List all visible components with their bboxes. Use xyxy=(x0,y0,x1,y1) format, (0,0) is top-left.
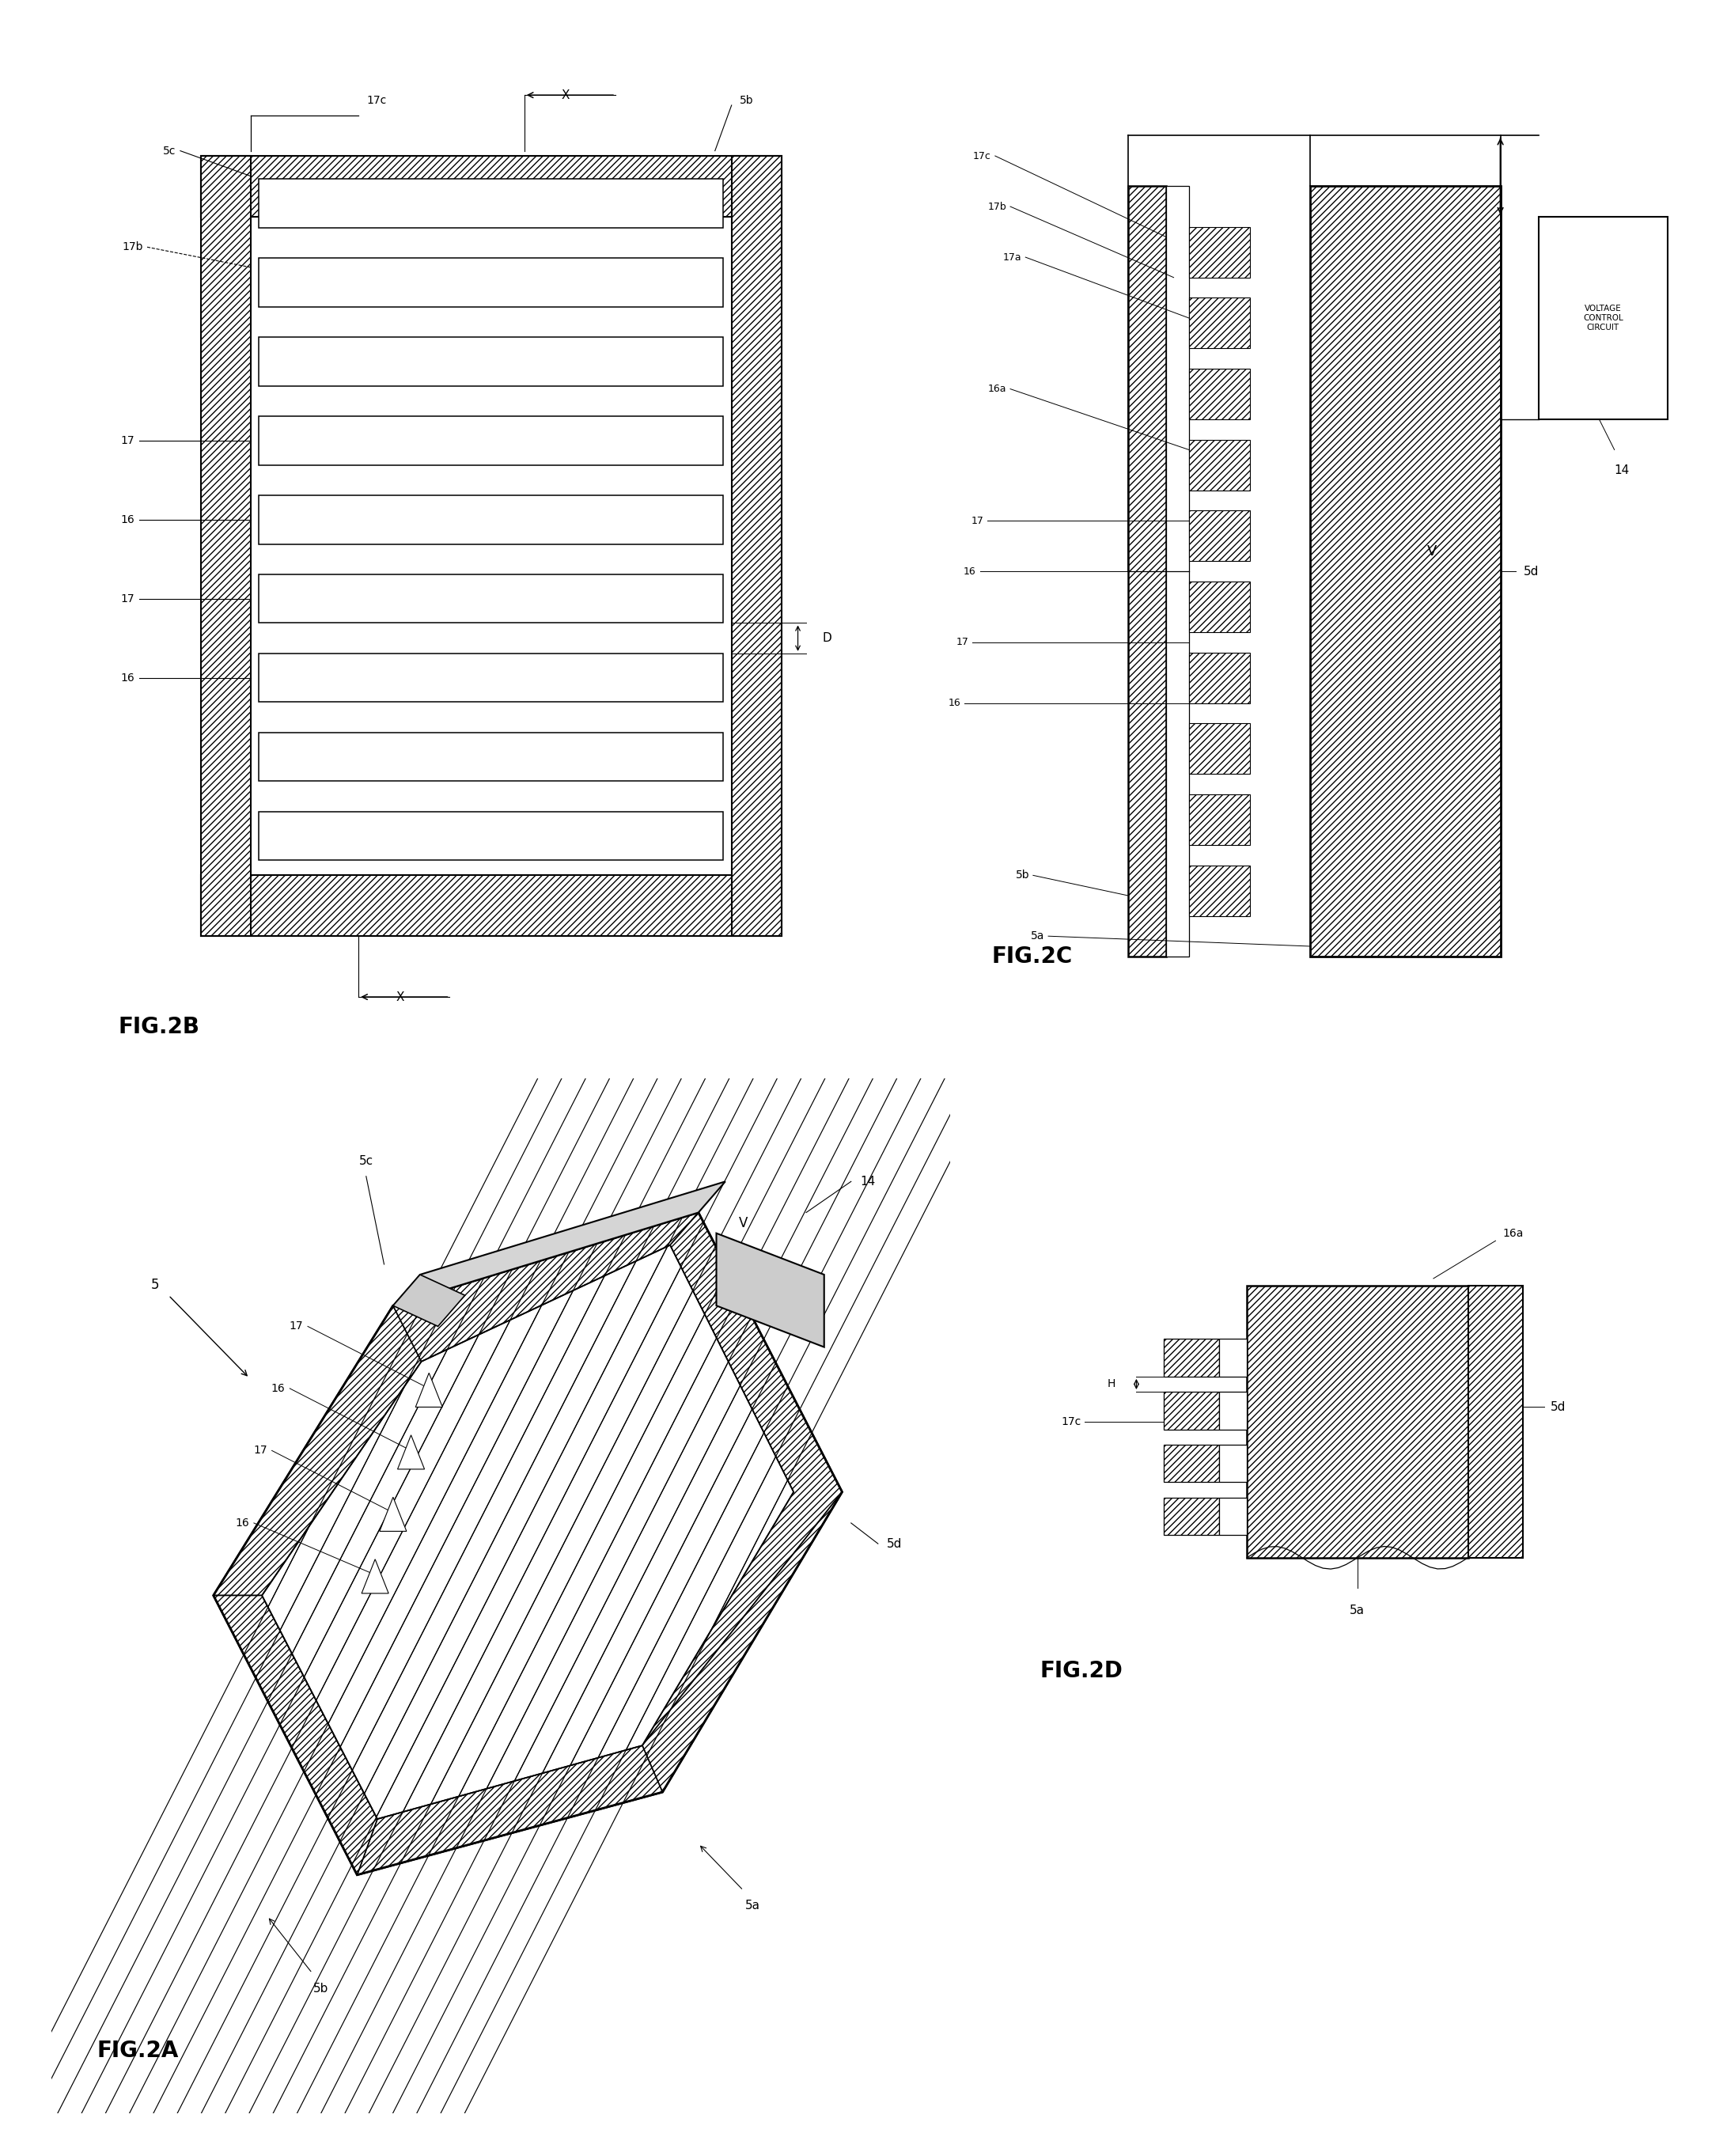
Polygon shape xyxy=(394,1181,725,1307)
Text: H: H xyxy=(1107,1378,1116,1391)
Text: 5b: 5b xyxy=(739,95,753,106)
Bar xyxy=(1188,724,1250,774)
Bar xyxy=(259,653,724,703)
Bar xyxy=(259,336,724,386)
Text: FIG.2B: FIG.2B xyxy=(117,1015,200,1039)
Bar xyxy=(200,155,250,936)
Text: FIG.2D: FIG.2D xyxy=(1040,1660,1123,1682)
Bar xyxy=(1219,1393,1247,1429)
Bar xyxy=(200,155,781,218)
Bar xyxy=(1164,1496,1219,1535)
Polygon shape xyxy=(214,1212,843,1876)
Bar xyxy=(200,875,781,936)
Bar xyxy=(1188,298,1250,349)
Bar xyxy=(732,155,781,936)
Text: X: X xyxy=(561,88,570,101)
Bar xyxy=(1219,1496,1247,1535)
Text: 17: 17 xyxy=(971,515,984,526)
Polygon shape xyxy=(642,1492,843,1792)
Bar xyxy=(1311,185,1501,957)
Bar xyxy=(1188,226,1250,278)
Text: FIG.2A: FIG.2A xyxy=(97,2040,178,2061)
Bar xyxy=(259,179,724,229)
Polygon shape xyxy=(416,1373,442,1408)
Bar xyxy=(1188,865,1250,916)
Polygon shape xyxy=(214,1595,378,1876)
Bar xyxy=(1188,369,1250,418)
Bar xyxy=(1539,216,1668,418)
Text: 5a: 5a xyxy=(1031,931,1045,942)
Bar xyxy=(1247,1285,1468,1557)
Text: 14: 14 xyxy=(1615,464,1630,476)
Polygon shape xyxy=(717,1233,824,1348)
Bar xyxy=(1166,185,1188,957)
Text: 5d: 5d xyxy=(888,1537,901,1550)
Bar xyxy=(1188,582,1250,632)
Text: 5d: 5d xyxy=(1551,1401,1566,1412)
Text: V: V xyxy=(1427,543,1437,558)
Text: 17c: 17c xyxy=(1060,1416,1081,1427)
Text: 17c: 17c xyxy=(366,95,387,106)
Bar xyxy=(259,733,724,780)
Polygon shape xyxy=(394,1212,698,1363)
Text: 17: 17 xyxy=(121,593,135,604)
Text: 17: 17 xyxy=(290,1322,304,1332)
Polygon shape xyxy=(397,1436,425,1468)
Text: 5b: 5b xyxy=(1015,869,1029,882)
Text: 5a: 5a xyxy=(1351,1604,1364,1617)
Text: V: V xyxy=(739,1216,748,1231)
Text: 14: 14 xyxy=(860,1175,876,1188)
Text: 17b: 17b xyxy=(123,241,143,252)
Bar xyxy=(1468,1285,1523,1557)
Bar xyxy=(1164,1339,1219,1378)
Text: D: D xyxy=(822,632,832,645)
Polygon shape xyxy=(357,1746,663,1876)
Text: 17: 17 xyxy=(254,1445,268,1455)
Bar xyxy=(259,573,724,623)
Text: VOLTAGE
CONTROL
CIRCUIT: VOLTAGE CONTROL CIRCUIT xyxy=(1584,304,1623,332)
Text: 5c: 5c xyxy=(162,144,176,157)
Bar xyxy=(1188,440,1250,489)
Text: 17: 17 xyxy=(957,638,969,647)
Text: 17b: 17b xyxy=(988,201,1007,211)
Polygon shape xyxy=(380,1496,406,1531)
Bar xyxy=(1128,185,1166,957)
Text: 5c: 5c xyxy=(359,1156,373,1166)
Bar xyxy=(259,259,724,306)
Polygon shape xyxy=(642,1212,843,1746)
Bar xyxy=(1188,511,1250,561)
Text: X: X xyxy=(395,992,404,1003)
Bar xyxy=(1188,793,1250,845)
Text: 5a: 5a xyxy=(744,1899,760,1912)
Text: 17a: 17a xyxy=(1003,252,1022,263)
Bar xyxy=(1164,1445,1219,1483)
Text: 16a: 16a xyxy=(988,384,1007,395)
Text: 16a: 16a xyxy=(1502,1227,1523,1240)
Text: 16: 16 xyxy=(235,1518,249,1529)
Bar xyxy=(259,496,724,543)
Text: FIG.2C: FIG.2C xyxy=(991,944,1072,968)
Bar xyxy=(1219,1445,1247,1483)
Text: 16: 16 xyxy=(121,513,135,526)
Text: 17: 17 xyxy=(121,436,135,446)
Bar xyxy=(1188,653,1250,703)
Bar xyxy=(1219,1339,1247,1378)
Bar xyxy=(1164,1393,1219,1429)
Text: 16: 16 xyxy=(948,699,960,707)
Text: 5: 5 xyxy=(152,1279,159,1291)
Polygon shape xyxy=(394,1274,465,1326)
Text: 16: 16 xyxy=(121,673,135,683)
Text: 5b: 5b xyxy=(314,1984,328,1994)
Text: 17c: 17c xyxy=(974,151,991,162)
Text: 16: 16 xyxy=(964,567,976,576)
Polygon shape xyxy=(263,1246,794,1820)
Polygon shape xyxy=(361,1559,389,1593)
Bar xyxy=(259,416,724,466)
Polygon shape xyxy=(214,1307,421,1595)
Text: 16: 16 xyxy=(271,1382,285,1395)
Text: 5d: 5d xyxy=(1523,565,1539,578)
Bar xyxy=(259,811,724,860)
